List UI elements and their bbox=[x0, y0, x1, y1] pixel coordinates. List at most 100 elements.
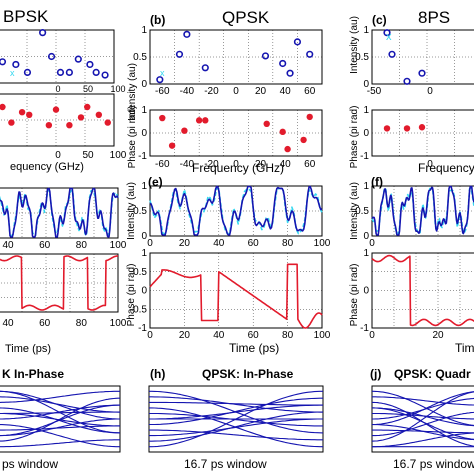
tick-b-top-y: 0 bbox=[141, 79, 147, 90]
point-a-intensity bbox=[65, 68, 73, 76]
ylabel-f-int: Intensity (au) bbox=[349, 182, 360, 240]
eye-h-trace bbox=[149, 411, 323, 442]
xlabel-time-e: Time (ps) bbox=[229, 341, 279, 355]
tick-b-top-x: -60 bbox=[155, 86, 170, 97]
tick-b-top-x: 0 bbox=[233, 86, 239, 97]
panel-a-intensity-intensity-line bbox=[0, 187, 119, 238]
panel-b-top-frame bbox=[149, 29, 323, 85]
point-b-phase bbox=[195, 117, 203, 124]
panel-e-phase-line bbox=[149, 263, 323, 329]
label-e: (e) bbox=[148, 175, 163, 189]
tick-a-top-x: 0 bbox=[55, 84, 60, 94]
point-c-intensity bbox=[403, 77, 411, 85]
tick-a2-top-x: 80 bbox=[76, 240, 88, 251]
tick-e-bottom-x: 80 bbox=[282, 330, 294, 341]
point-a-phase bbox=[52, 106, 60, 113]
tick-e-top-x: 0 bbox=[147, 238, 153, 249]
eye-h-trace bbox=[149, 397, 323, 426]
tick-c-top-x: 0 bbox=[427, 86, 433, 97]
tick-e-top-y: 0 bbox=[141, 231, 147, 242]
eye-a-title: K In-Phase bbox=[2, 367, 64, 381]
tick-c-top-y: 1 bbox=[363, 25, 369, 36]
tick-e-top-x: 40 bbox=[213, 238, 225, 249]
label-h: (h) bbox=[150, 367, 165, 381]
eye-a-trace bbox=[0, 411, 120, 415]
tick-f-bottom-x: 20 bbox=[432, 330, 444, 341]
ylabel-e-phase: Phase (pi rad) bbox=[126, 264, 137, 327]
eye-j-trace bbox=[371, 423, 474, 441]
point-b-phase bbox=[159, 114, 166, 122]
tick-e-bottom-y: -0.5 bbox=[130, 304, 148, 315]
tick-f-bottom-y: 0 bbox=[363, 286, 369, 297]
point-b-phase bbox=[202, 117, 209, 124]
eye-j-trace bbox=[372, 396, 474, 406]
tick-b-top-x: 60 bbox=[304, 86, 316, 97]
eye-j-trace bbox=[372, 432, 474, 448]
point-a-phase bbox=[77, 114, 85, 121]
point-a-phase bbox=[0, 103, 6, 111]
tick-a2-top-x: 40 bbox=[2, 240, 14, 251]
eye-h-trace bbox=[149, 407, 323, 448]
tick-a2-bottom-x: 40 bbox=[2, 318, 14, 329]
point-b-intensity bbox=[183, 30, 191, 38]
eye-a-trace bbox=[0, 424, 120, 448]
ylabel-b-phase: Phase (pi rad) bbox=[127, 106, 138, 169]
title-qpsk: QPSK bbox=[222, 8, 270, 27]
point-b-phase bbox=[300, 136, 307, 144]
panel-a-intensity-frame bbox=[0, 187, 119, 239]
point-a-intensity bbox=[47, 52, 56, 61]
point-b-phase bbox=[181, 127, 188, 134]
tick-c-bottom-x: 0 bbox=[427, 159, 433, 170]
eye-j-trace bbox=[372, 429, 474, 434]
tick-e-bottom-x: 40 bbox=[213, 330, 225, 341]
tick-e-bottom-y: 0.5 bbox=[133, 267, 147, 278]
tick-c-bottom-y: 1 bbox=[363, 105, 369, 116]
tick-e-top-x: 20 bbox=[179, 238, 191, 249]
point-a-intensity bbox=[101, 71, 109, 79]
tick-f-bottom-y: 1 bbox=[363, 248, 369, 259]
eye-a-trace bbox=[0, 390, 120, 403]
point-a-intensity bbox=[56, 68, 65, 76]
tick-e-bottom-x: 100 bbox=[314, 330, 331, 341]
tick-e-top-y: 0.5 bbox=[133, 206, 147, 217]
tick-b-top-y: 1 bbox=[141, 25, 147, 36]
point-b-intensity bbox=[286, 69, 294, 77]
label-c: (c) bbox=[372, 13, 387, 27]
eye-h-trace bbox=[149, 390, 324, 434]
eye-a-trace bbox=[0, 396, 120, 413]
tick-e-bottom-x: 20 bbox=[179, 330, 191, 341]
tick-b-bottom-y: 1 bbox=[141, 105, 147, 116]
xlabel-time-a: Time (ps) bbox=[5, 343, 51, 355]
eye-a-trace bbox=[0, 412, 120, 427]
panel-f-phase-phase-line bbox=[371, 254, 474, 327]
eye-h-trace bbox=[149, 429, 323, 441]
eye-h-trace bbox=[149, 401, 323, 406]
tick-b-bottom-x: 60 bbox=[304, 159, 316, 170]
tick-c-top-y: 0 bbox=[363, 79, 369, 90]
point-a-intensity bbox=[39, 29, 47, 37]
tick-e-bottom-y: 1 bbox=[141, 248, 147, 259]
tick-b-top-x: -40 bbox=[180, 86, 195, 97]
xlabel-b: Frequency (GHz) bbox=[192, 161, 284, 175]
title-8psk: 8PS bbox=[418, 8, 450, 27]
tick-f-top-y: 0.5 bbox=[355, 206, 369, 217]
window-a: ps window bbox=[2, 457, 58, 471]
point-c-intensity bbox=[383, 29, 391, 37]
eye-a-trace bbox=[0, 425, 120, 431]
tick-b-bottom-y: -1 bbox=[138, 151, 147, 162]
point-a-intensity bbox=[86, 60, 94, 69]
tick-c-bottom-y: -1 bbox=[360, 151, 369, 162]
ylabel-b-int: Intensity (au) bbox=[127, 63, 138, 121]
point-a-intensity bbox=[0, 58, 7, 66]
tick-f-top-y: 0 bbox=[363, 231, 369, 242]
tick-f-bottom-x: 0 bbox=[369, 330, 375, 341]
panel-a-phase-frame bbox=[0, 253, 119, 313]
tick-e-bottom-y: -1 bbox=[138, 323, 147, 334]
tick-e-bottom-x: 60 bbox=[248, 330, 260, 341]
eye-j-trace bbox=[372, 407, 474, 427]
point-b-phase bbox=[263, 120, 270, 128]
ylabel-f-phase: Phase (pi rad) bbox=[349, 264, 360, 327]
tick-b-bottom-x: -60 bbox=[155, 159, 170, 170]
tick-e-bottom-x: 0 bbox=[147, 330, 153, 341]
